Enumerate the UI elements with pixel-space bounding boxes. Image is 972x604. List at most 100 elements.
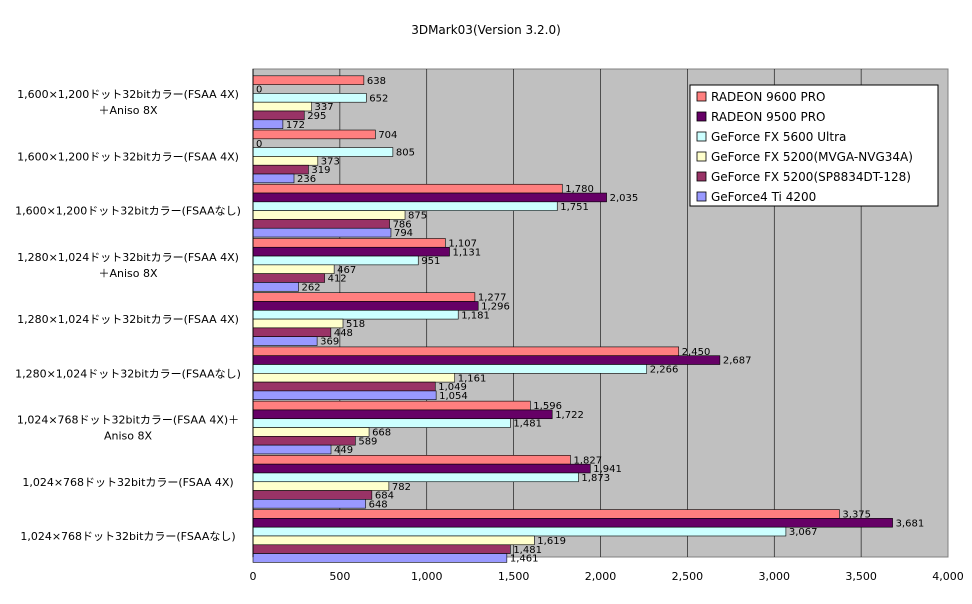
bar [252,499,366,509]
data-label: 1,827 [573,455,602,466]
bar [252,444,332,455]
data-label: 369 [320,337,339,348]
legend-label: GeForce FX 5600 Ultra [711,130,846,144]
data-label: 1,107 [448,238,477,249]
legend-swatch [696,131,707,142]
category-label: 1,600×1,200ドット32bitカラー(FSAAなし) [15,205,241,218]
bar [252,327,332,337]
data-label: 295 [307,111,326,122]
legend-label: GeForce FX 5200(MVGA-NVG34A) [711,150,913,164]
data-label: 3,681 [896,518,925,529]
bar [252,164,309,175]
bar [252,381,436,392]
bar [252,301,479,311]
bar [252,427,370,437]
data-label: 172 [286,120,305,131]
data-label: 337 [315,102,334,113]
x-tick-label: 2,000 [585,570,617,583]
data-label: 0 [256,139,262,150]
data-label: 0 [256,85,262,96]
y-axis: 1,600×1,200ドット32bitカラー(FSAA 4X) ＋Aniso 8X… [15,88,241,543]
data-label: 1,481 [513,419,542,430]
bar [252,518,893,528]
data-label: 262 [302,282,321,293]
bar [252,490,373,500]
data-label: 1,780 [565,184,594,195]
bar [252,364,648,374]
bar [252,246,450,257]
data-label: 1,054 [439,391,468,402]
bar [252,227,392,238]
data-label: 1,596 [533,401,562,412]
data-label: 2,035 [610,193,639,204]
bar [252,75,365,85]
x-axis: 0 500 1,000 1,500 2,000 2,500 3,000 3,500 4,000 [250,570,964,583]
category-label: ＋Aniso 8X [98,267,158,280]
category-label: 1,600×1,200ドット32bitカラー(FSAA 4X) [17,150,239,163]
data-label: 1,461 [510,554,539,565]
x-tick-label: 2,500 [672,570,704,583]
category-label: 1,024×768ドット32bitカラー(FSAA 4X)＋ [17,414,239,427]
data-label: 2,687 [723,356,752,367]
data-label: 668 [372,428,391,439]
bar [252,436,356,446]
x-tick-label: 1,000 [411,570,443,583]
data-label: 951 [421,256,440,267]
category-label: 1,280×1,024ドット32bitカラー(FSAAなし) [15,367,241,380]
legend-box [689,84,939,207]
bar [252,318,344,329]
bar [252,219,390,229]
chart-title: 3DMark03(Version 3.2.0) [411,23,561,37]
data-label: 684 [375,491,394,502]
bar [252,93,367,103]
category-label: ＋Aniso 8X [98,104,158,117]
data-label: 1,181 [461,310,490,321]
data-label: 3,375 [842,510,871,521]
data-label: 449 [334,445,353,456]
legend-label: GeForce FX 5200(SP8834DT-128) [711,170,911,184]
bar [252,509,840,519]
data-label: 518 [346,319,365,330]
x-tick-label: 4,000 [932,570,964,583]
bar [252,255,419,266]
data-label: 1,619 [537,536,566,547]
legend-label: RADEON 9600 PRO [711,90,826,104]
data-label: 875 [408,211,427,222]
data-label: 467 [337,265,356,276]
bar [252,472,579,483]
data-label: 1,131 [453,247,482,258]
x-tick-label: 500 [329,570,350,583]
legend-label: GeForce4 Ti 4200 [711,190,816,204]
data-label: 412 [328,274,347,285]
data-label: 3,067 [789,527,818,538]
data-label: 786 [393,219,412,230]
bar [252,110,305,121]
bar [252,101,312,112]
category-label: 1,600×1,200ドット32bitカラー(FSAA 4X) [17,88,239,101]
bar [252,409,553,420]
data-label: 1,751 [560,202,589,213]
bar [252,535,535,546]
data-label: 648 [369,499,388,510]
data-label: 1,049 [438,382,467,393]
bar [252,346,679,357]
data-label: 704 [378,130,397,141]
bar [252,201,558,211]
bar [252,355,721,365]
bar [252,336,318,346]
bar [252,238,446,248]
data-label: 448 [334,328,353,339]
bar [252,156,319,166]
x-tick-label: 3,000 [759,570,791,583]
bar [252,192,607,203]
data-label: 1,481 [513,545,542,556]
legend-swatch [696,171,707,182]
data-label: 1,277 [478,293,507,304]
data-label: 589 [358,436,377,447]
data-label: 794 [394,228,413,239]
legend: RADEON 9600 PRO RADEON 9500 PRO GeForce FX… [689,84,939,207]
category-label: 1,280×1,024ドット32bitカラー(FSAA 4X) [17,313,239,326]
data-label: 805 [396,148,415,159]
data-label: 1,722 [555,410,584,421]
